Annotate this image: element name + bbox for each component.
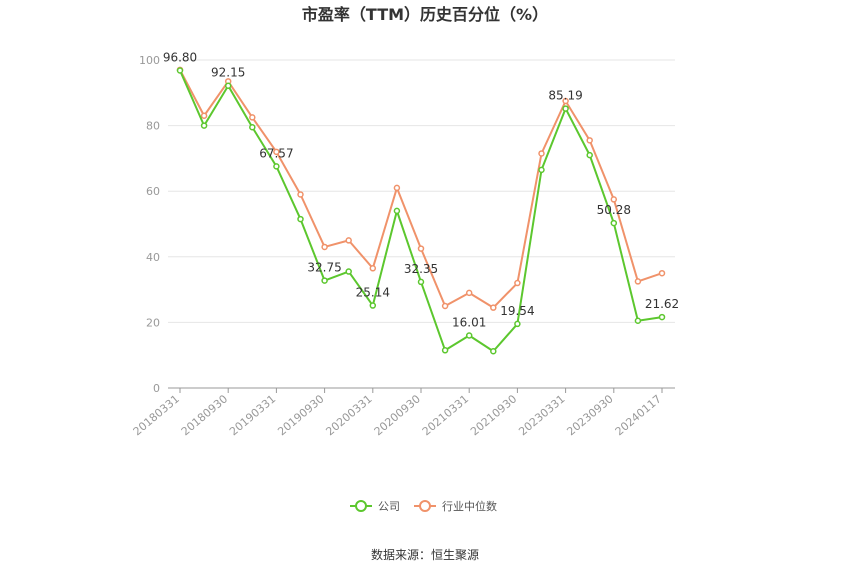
x-axis: 2018033120180930201903312019093020200331… [131,387,675,438]
point-s0-20200630[interactable] [393,207,401,215]
data-label-20180930: 92.15 [211,66,245,80]
legend-item-industry-median[interactable]: 行业中位数 [414,499,497,513]
x-tick-label-20200930: 20200930 [372,392,423,438]
point-s0-20210331[interactable] [465,332,473,339]
data-label-20200331: 25.14 [356,286,390,300]
data-label-20200930: 32.35 [404,262,438,276]
y-tick-label-80: 80 [146,120,160,133]
point-s0-20200930[interactable] [417,278,425,286]
x-tick-label-20210930: 20210930 [468,392,519,438]
point-s1-20200630[interactable] [393,184,401,192]
point-s1-20210930[interactable] [514,279,521,287]
x-tick-label-20180930: 20180930 [179,392,230,438]
point-s0-20180630[interactable] [200,122,208,129]
y-tick-label-20: 20 [146,316,160,329]
legend-industry-marker [419,500,431,512]
point-s0-20181231[interactable] [249,123,256,131]
point-s1-20210331[interactable] [465,289,473,297]
point-s0-20230630[interactable] [586,151,593,159]
point-s1-20210630[interactable] [490,304,497,311]
series-line-0 [179,70,663,353]
point-s1-20180630[interactable] [200,112,208,120]
point-s0-20210930[interactable] [514,320,521,328]
point-s0-20230331[interactable] [562,105,569,112]
x-tick-label-20190930: 20190930 [275,392,326,438]
y-tick-label-60: 60 [146,185,160,198]
x-tick-label-20230331: 20230331 [516,392,567,438]
point-s0-20201231[interactable] [441,347,449,354]
chart-title: 市盈率（TTM）历史百分位（%） [302,5,548,24]
point-s1-20191231[interactable] [345,237,352,244]
x-tick-label-20200331: 20200331 [323,392,374,438]
x-tick-label-20230930: 20230930 [564,392,615,438]
point-s0-20210630[interactable] [490,348,497,355]
data-label-20230930: 50.28 [597,203,631,217]
point-s1-20200331[interactable] [369,265,377,272]
legend-company-label: 公司 [378,500,400,513]
point-s1-20211231[interactable] [538,150,545,157]
data-label-20210331: 16.01 [452,315,486,329]
legend-item-company[interactable]: 公司 [350,500,400,513]
point-s1-20181231[interactable] [249,114,256,121]
x-tick-label-20190331: 20190331 [227,392,278,438]
point-s0-20190630[interactable] [297,215,304,223]
x-tick-label-20180331: 20180331 [131,392,182,438]
point-s0-20191231[interactable] [345,268,352,275]
point-s0-20190331[interactable] [273,163,280,170]
point-s0-20231231[interactable] [634,317,642,325]
point-s1-20190331[interactable] [273,148,280,156]
data-label-20240117: 21.62 [645,297,679,311]
point-s0-20240117[interactable] [658,313,666,321]
x-tick-label-20210331: 20210331 [420,392,471,438]
x-tick-label-20240117: 20240117 [613,392,664,438]
point-s1-20230630[interactable] [586,137,593,144]
data-label-20190331: 67.57 [259,146,293,160]
point-s0-20190930[interactable] [321,277,328,284]
legend: 公司 行业中位数 [350,499,497,513]
point-s1-20230331[interactable] [562,97,569,105]
point-s0-20230930[interactable] [610,219,618,227]
data-label-20180331: 96.80 [163,50,197,64]
y-axis: 0 20 40 60 80 100 [139,54,160,395]
data-label-20210930: 19.54 [500,304,534,318]
y-tick-label-40: 40 [146,251,160,264]
data-labels: 96.80 92.15 67.57 32.75 25.14 32.35 16.01 19.54… [163,50,679,329]
point-s1-20201231[interactable] [441,302,449,310]
y-tick-label-100: 100 [139,54,160,67]
point-s0-20200331[interactable] [369,302,377,309]
point-s0-20180930[interactable] [224,82,232,89]
y-tick-label-0: 0 [153,382,160,395]
series-layer [176,66,666,355]
data-label-20190930: 32.75 [307,261,341,275]
legend-company-marker [355,500,367,512]
point-s0-20211231[interactable] [538,166,545,174]
point-s0-20180331[interactable] [176,67,184,74]
point-s1-20231231[interactable] [634,278,642,285]
point-s1-20190930[interactable] [321,243,328,251]
legend-industry-label: 行业中位数 [442,499,497,513]
point-s1-20240117[interactable] [658,269,666,277]
point-s1-20230930[interactable] [610,196,618,203]
point-s1-20190630[interactable] [297,191,304,198]
source-text: 数据来源：恒生聚源 [371,547,479,562]
data-label-20230331: 85.19 [548,89,582,103]
point-s1-20200930[interactable] [417,245,425,252]
